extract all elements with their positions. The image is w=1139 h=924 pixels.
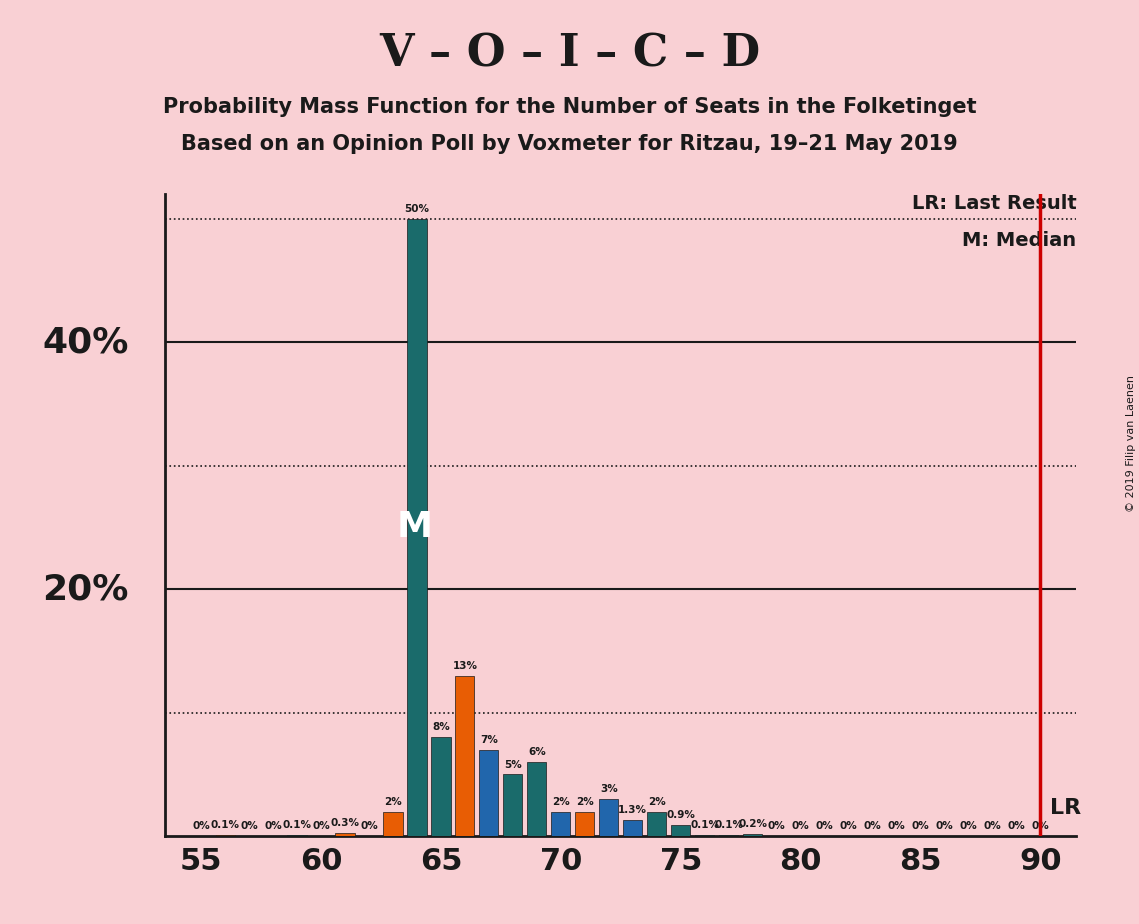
Text: 0.2%: 0.2% [738, 819, 768, 829]
Text: 20%: 20% [42, 572, 129, 606]
Bar [551, 811, 571, 836]
Bar [671, 825, 690, 836]
Text: 50%: 50% [404, 204, 429, 213]
Text: 2%: 2% [552, 796, 570, 807]
Text: 5%: 5% [503, 760, 522, 770]
Text: 0%: 0% [240, 821, 257, 832]
Text: 0.1%: 0.1% [690, 820, 719, 830]
Text: 0.3%: 0.3% [330, 818, 360, 828]
Bar [335, 833, 354, 836]
Text: LR: Last Result: LR: Last Result [911, 193, 1076, 213]
Text: 2%: 2% [384, 796, 402, 807]
Text: 0%: 0% [863, 821, 882, 832]
Text: © 2019 Filip van Laenen: © 2019 Filip van Laenen [1126, 375, 1136, 512]
Text: 3%: 3% [600, 784, 617, 795]
Text: 0.9%: 0.9% [666, 810, 695, 821]
Text: 0.1%: 0.1% [714, 820, 743, 830]
Text: 7%: 7% [480, 735, 498, 745]
Text: LR: LR [1050, 797, 1081, 818]
Text: 0%: 0% [839, 821, 858, 832]
Bar [456, 675, 475, 836]
Text: 0%: 0% [887, 821, 906, 832]
Bar [623, 821, 642, 836]
Text: 40%: 40% [42, 325, 129, 359]
Bar [384, 811, 402, 836]
Text: 2%: 2% [576, 796, 593, 807]
Text: M: Median: M: Median [962, 231, 1076, 250]
Text: 1.3%: 1.3% [618, 805, 647, 815]
Text: 0%: 0% [1008, 821, 1025, 832]
Text: 0%: 0% [792, 821, 810, 832]
Text: 0%: 0% [984, 821, 1001, 832]
Text: 6%: 6% [528, 748, 546, 757]
Text: 0%: 0% [264, 821, 282, 832]
Bar [215, 835, 235, 836]
Bar [503, 774, 523, 836]
Text: 0.1%: 0.1% [282, 820, 312, 830]
Bar [743, 833, 762, 836]
Bar [480, 749, 499, 836]
Text: 2%: 2% [648, 796, 665, 807]
Bar [695, 835, 714, 836]
Text: 0%: 0% [911, 821, 929, 832]
Text: 8%: 8% [432, 723, 450, 733]
Text: M: M [396, 510, 433, 544]
Text: 0%: 0% [1032, 821, 1049, 832]
Bar [647, 811, 666, 836]
Bar [599, 799, 618, 836]
Text: Based on an Opinion Poll by Voxmeter for Ritzau, 19–21 May 2019: Based on an Opinion Poll by Voxmeter for… [181, 134, 958, 154]
Text: 0%: 0% [360, 821, 378, 832]
Bar [575, 811, 595, 836]
Bar [287, 835, 306, 836]
Text: 13%: 13% [452, 661, 477, 671]
Bar [408, 219, 426, 836]
Text: 0.1%: 0.1% [211, 820, 239, 830]
Bar [527, 762, 547, 836]
Text: 0%: 0% [935, 821, 953, 832]
Text: 0%: 0% [959, 821, 977, 832]
Text: V – O – I – C – D: V – O – I – C – D [379, 32, 760, 76]
Text: 0%: 0% [312, 821, 330, 832]
Bar [719, 835, 738, 836]
Text: Probability Mass Function for the Number of Seats in the Folketinget: Probability Mass Function for the Number… [163, 97, 976, 117]
Text: 0%: 0% [768, 821, 786, 832]
Bar [432, 737, 451, 836]
Text: 0%: 0% [192, 821, 210, 832]
Text: 0%: 0% [816, 821, 834, 832]
